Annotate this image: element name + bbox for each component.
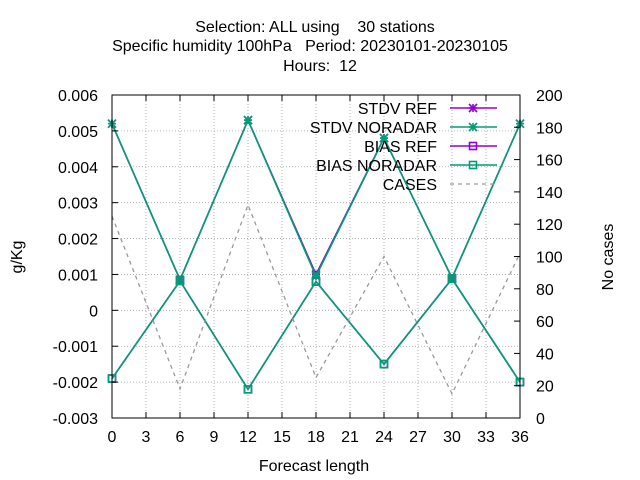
- x-tick-label: 3: [142, 429, 151, 446]
- x-tick-label: 12: [239, 429, 257, 446]
- legend-item: BIAS REF: [364, 139, 497, 156]
- point-star-stroke: [379, 133, 389, 143]
- y2-tick-label: 60: [536, 314, 554, 331]
- point-star: [243, 115, 253, 125]
- legend-item: BIAS NORADAR: [316, 158, 497, 175]
- point-star-stroke: [468, 122, 478, 132]
- y2-tick-label: 140: [536, 185, 563, 202]
- point-square: [447, 274, 457, 284]
- point-square: [243, 384, 253, 394]
- legend-label: BIAS NORADAR: [316, 158, 437, 175]
- x-tick-label: 9: [210, 429, 219, 446]
- x-tick-label: 21: [341, 429, 359, 446]
- series-cases: [111, 202, 521, 396]
- legend-label: STDV NORADAR: [310, 120, 437, 137]
- y2-tick-label: 40: [536, 346, 554, 363]
- chart-title: Selection: ALL using 30 stations Specifi…: [112, 19, 508, 75]
- x-tick-label: 30: [443, 429, 461, 446]
- point-square: [311, 277, 321, 286]
- x-tick-label: 36: [511, 429, 529, 446]
- y2-tick-label: 180: [536, 120, 563, 137]
- series-line: [111, 118, 521, 282]
- point-square: [468, 160, 478, 170]
- legend-label: CASES: [383, 177, 437, 194]
- series-line: [111, 202, 521, 396]
- y-tick-label: 0.004: [58, 160, 98, 177]
- point-star: [468, 103, 478, 113]
- y-tick-label: 0.003: [58, 196, 98, 213]
- title-line-1: Selection: ALL using 30 stations: [195, 19, 435, 36]
- x-tick-label: 6: [176, 429, 185, 446]
- y2-tick-label: 20: [536, 379, 554, 396]
- y2-tick-label: 80: [536, 282, 554, 299]
- title-line-3: Hours: 12: [283, 58, 357, 75]
- legend-label: STDV REF: [358, 101, 437, 118]
- y-tick-label: -0.002: [53, 375, 98, 392]
- y-axis-label: g/Kg: [9, 241, 26, 274]
- y2-tick-label: 120: [536, 217, 563, 234]
- y-tick-label: 0.006: [58, 88, 98, 105]
- y-tick-label: -0.003: [53, 411, 98, 428]
- legend-item: CASES: [383, 177, 497, 194]
- x-axis-label: Forecast length: [259, 458, 369, 475]
- point-square: [468, 141, 478, 151]
- point-star-stroke: [243, 115, 253, 125]
- y2-tick-label: 100: [536, 250, 563, 267]
- point-star: [468, 122, 478, 132]
- title-line-2: Specific humidity 100hPa Period: 2023010…: [112, 38, 508, 55]
- axes: 0 3 6 9 12 15 18 21 24 27 30 33 36-0.003-0.002-0.001…: [53, 88, 563, 446]
- y2-tick-label: 160: [536, 153, 563, 170]
- x-tick-label: 24: [375, 429, 393, 446]
- legend-item: STDV REF: [358, 101, 497, 118]
- x-tick-label: 33: [477, 429, 495, 446]
- x-tick-label: 18: [307, 429, 325, 446]
- series-line: [111, 118, 521, 282]
- point-star: [379, 133, 389, 143]
- grid: [112, 95, 520, 418]
- point-square: [175, 276, 185, 286]
- legend-item: STDV NORADAR: [310, 120, 497, 137]
- y-tick-label: 0: [89, 303, 98, 320]
- y-tick-label: 0.001: [58, 267, 98, 284]
- x-tick-label: 15: [273, 429, 291, 446]
- legend: STDV REF STDV NORADAR BIAS REF BIAS NORADAR…: [310, 101, 497, 194]
- legend-label: BIAS REF: [364, 139, 437, 156]
- y2-tick-label: 200: [536, 88, 563, 105]
- y-tick-label: -0.001: [53, 339, 98, 356]
- y2-tick-label: 0: [536, 411, 545, 428]
- x-tick-label: 27: [409, 429, 427, 446]
- series-stdv-noradar: [107, 115, 525, 285]
- y2-axis-label: No cases: [600, 224, 617, 291]
- x-tick-label: 0: [108, 429, 117, 446]
- y-tick-label: 0.005: [58, 124, 98, 141]
- y-tick-label: 0.002: [58, 232, 98, 249]
- point-star-stroke: [468, 103, 478, 113]
- point-square: [379, 359, 389, 369]
- series-line: [111, 277, 521, 391]
